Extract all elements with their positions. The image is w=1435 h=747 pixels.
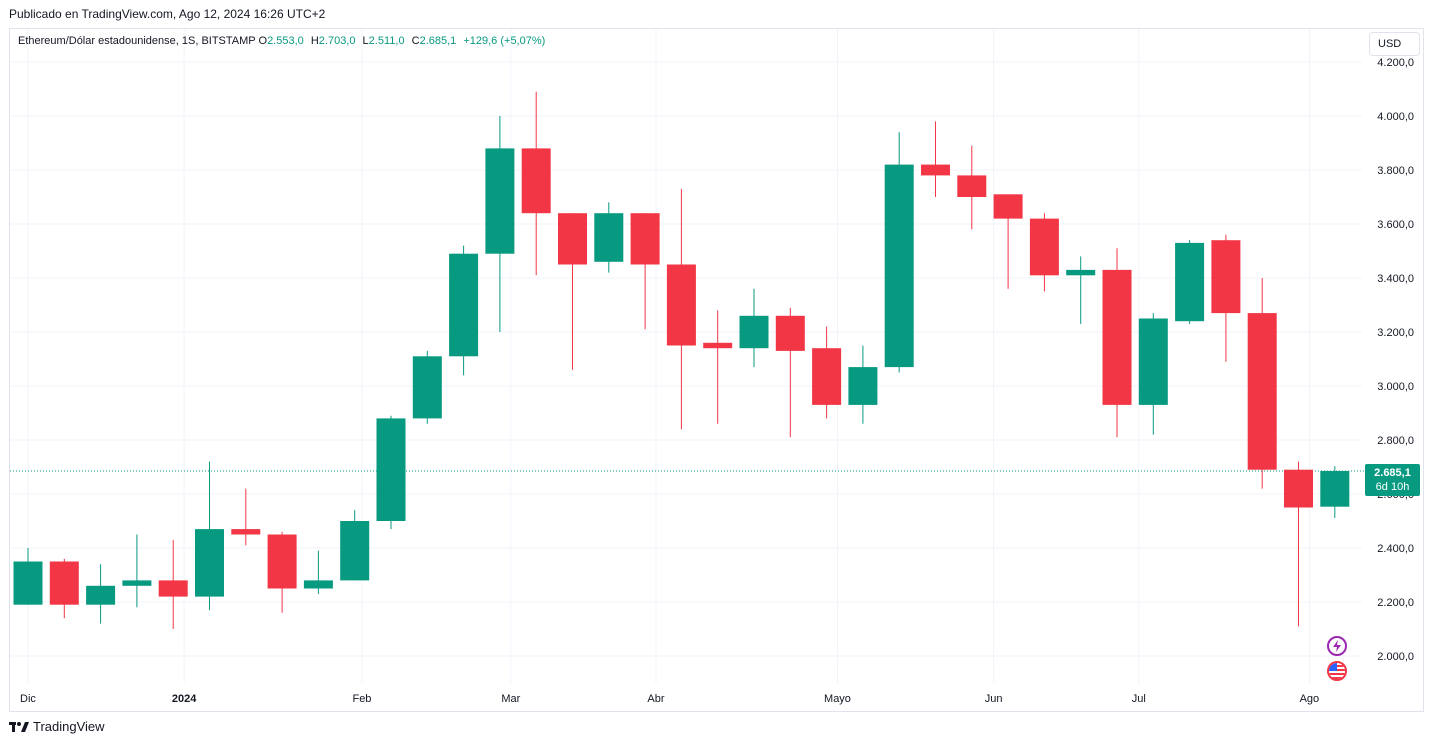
candle-up (739, 315, 769, 349)
candle-up (376, 418, 406, 521)
last-price-label: 2.685,1 (1374, 467, 1411, 479)
candle-down (1102, 269, 1132, 405)
x-tick-label: Mayo (824, 693, 851, 705)
candle-up (195, 529, 224, 597)
x-tick-label: Feb (352, 693, 371, 705)
x-tick-label: Dic (20, 693, 36, 705)
candle-down (558, 213, 587, 265)
candle-down (1247, 313, 1277, 470)
us-flag-icon[interactable] (1327, 661, 1347, 681)
candle-down (703, 342, 733, 349)
tradingview-logo-icon[interactable] (9, 720, 29, 734)
x-tick-label: 2024 (172, 693, 197, 705)
open-label: O (258, 35, 268, 47)
y-tick-label: 2.400,0 (1377, 543, 1414, 555)
footer: TradingView (9, 719, 105, 734)
last-price-tag: 2.685,1 6d 10h (1365, 464, 1420, 496)
candle-down (1029, 218, 1059, 276)
candle-up (594, 213, 624, 262)
x-tick-label: Jul (1132, 693, 1146, 705)
candle-down (812, 348, 842, 405)
lightning-icon[interactable] (1327, 636, 1347, 656)
candle-down (231, 529, 261, 535)
y-tick-label: 3.600,0 (1377, 219, 1414, 231)
candle-up (412, 356, 442, 419)
candle-up (340, 521, 370, 581)
x-tick-label: Mar (501, 693, 520, 705)
candle-down (775, 315, 805, 351)
low-label: L (362, 35, 369, 47)
candle-down (267, 534, 297, 589)
candle-down (921, 164, 950, 176)
low-value: 2.511,0 (368, 35, 405, 47)
candle-up (1066, 269, 1096, 276)
bar-countdown-label: 6d 10h (1375, 481, 1410, 493)
chart-frame[interactable] (9, 28, 1424, 712)
change-value: +129,6 (+5,07%) (463, 35, 546, 47)
currency-button[interactable]: USD (1369, 32, 1420, 56)
close-value: 2.685,1 (419, 35, 457, 47)
candle-down (957, 175, 987, 197)
y-tick-label: 3.200,0 (1377, 327, 1414, 339)
x-tick-label: Jun (985, 693, 1003, 705)
candle-down (521, 148, 551, 214)
y-tick-label: 3.000,0 (1377, 381, 1414, 393)
candle-up (848, 367, 878, 405)
candle-down (49, 561, 79, 605)
high-label: H (310, 35, 319, 47)
candle-up (1175, 242, 1205, 322)
y-tick-label: 2.000,0 (1377, 651, 1414, 663)
published-info: Publicado en TradingView.com, Ago 12, 20… (9, 7, 326, 21)
x-tick-label: Ago (1300, 693, 1320, 705)
y-tick-label: 2.200,0 (1377, 597, 1414, 609)
candle-down (1284, 469, 1313, 508)
candle-up (1138, 318, 1168, 405)
candle-up (449, 253, 479, 357)
y-tick-label: 4.200,0 (1377, 57, 1414, 69)
candle-up (1320, 471, 1350, 507)
close-label: C (411, 35, 420, 47)
candle-up (86, 585, 116, 605)
candle-down (1211, 240, 1241, 314)
candle-up (303, 580, 333, 589)
y-tick-label: 3.400,0 (1377, 273, 1414, 285)
y-tick-label: 2.800,0 (1377, 435, 1414, 447)
candle-up (13, 561, 43, 605)
x-tick-label: Abr (647, 693, 664, 705)
high-value: 2.703,0 (318, 35, 356, 47)
candle-down (666, 264, 696, 346)
candle-up (485, 148, 515, 254)
y-tick-label: 3.800,0 (1377, 165, 1414, 177)
open-value: 2.553,0 (267, 35, 304, 47)
candle-down (993, 194, 1023, 219)
candle-down (158, 580, 188, 597)
brand-name[interactable]: TradingView (33, 719, 105, 734)
symbol-name[interactable]: Ethereum/Dólar estadounidense, 1S, BITST… (18, 35, 256, 47)
y-tick-label: 4.000,0 (1377, 111, 1414, 123)
candle-up (884, 164, 914, 368)
chart-legend: Ethereum/Dólar estadounidense, 1S, BITST… (18, 35, 545, 47)
candle-down (630, 213, 660, 265)
candle-up (122, 580, 152, 586)
